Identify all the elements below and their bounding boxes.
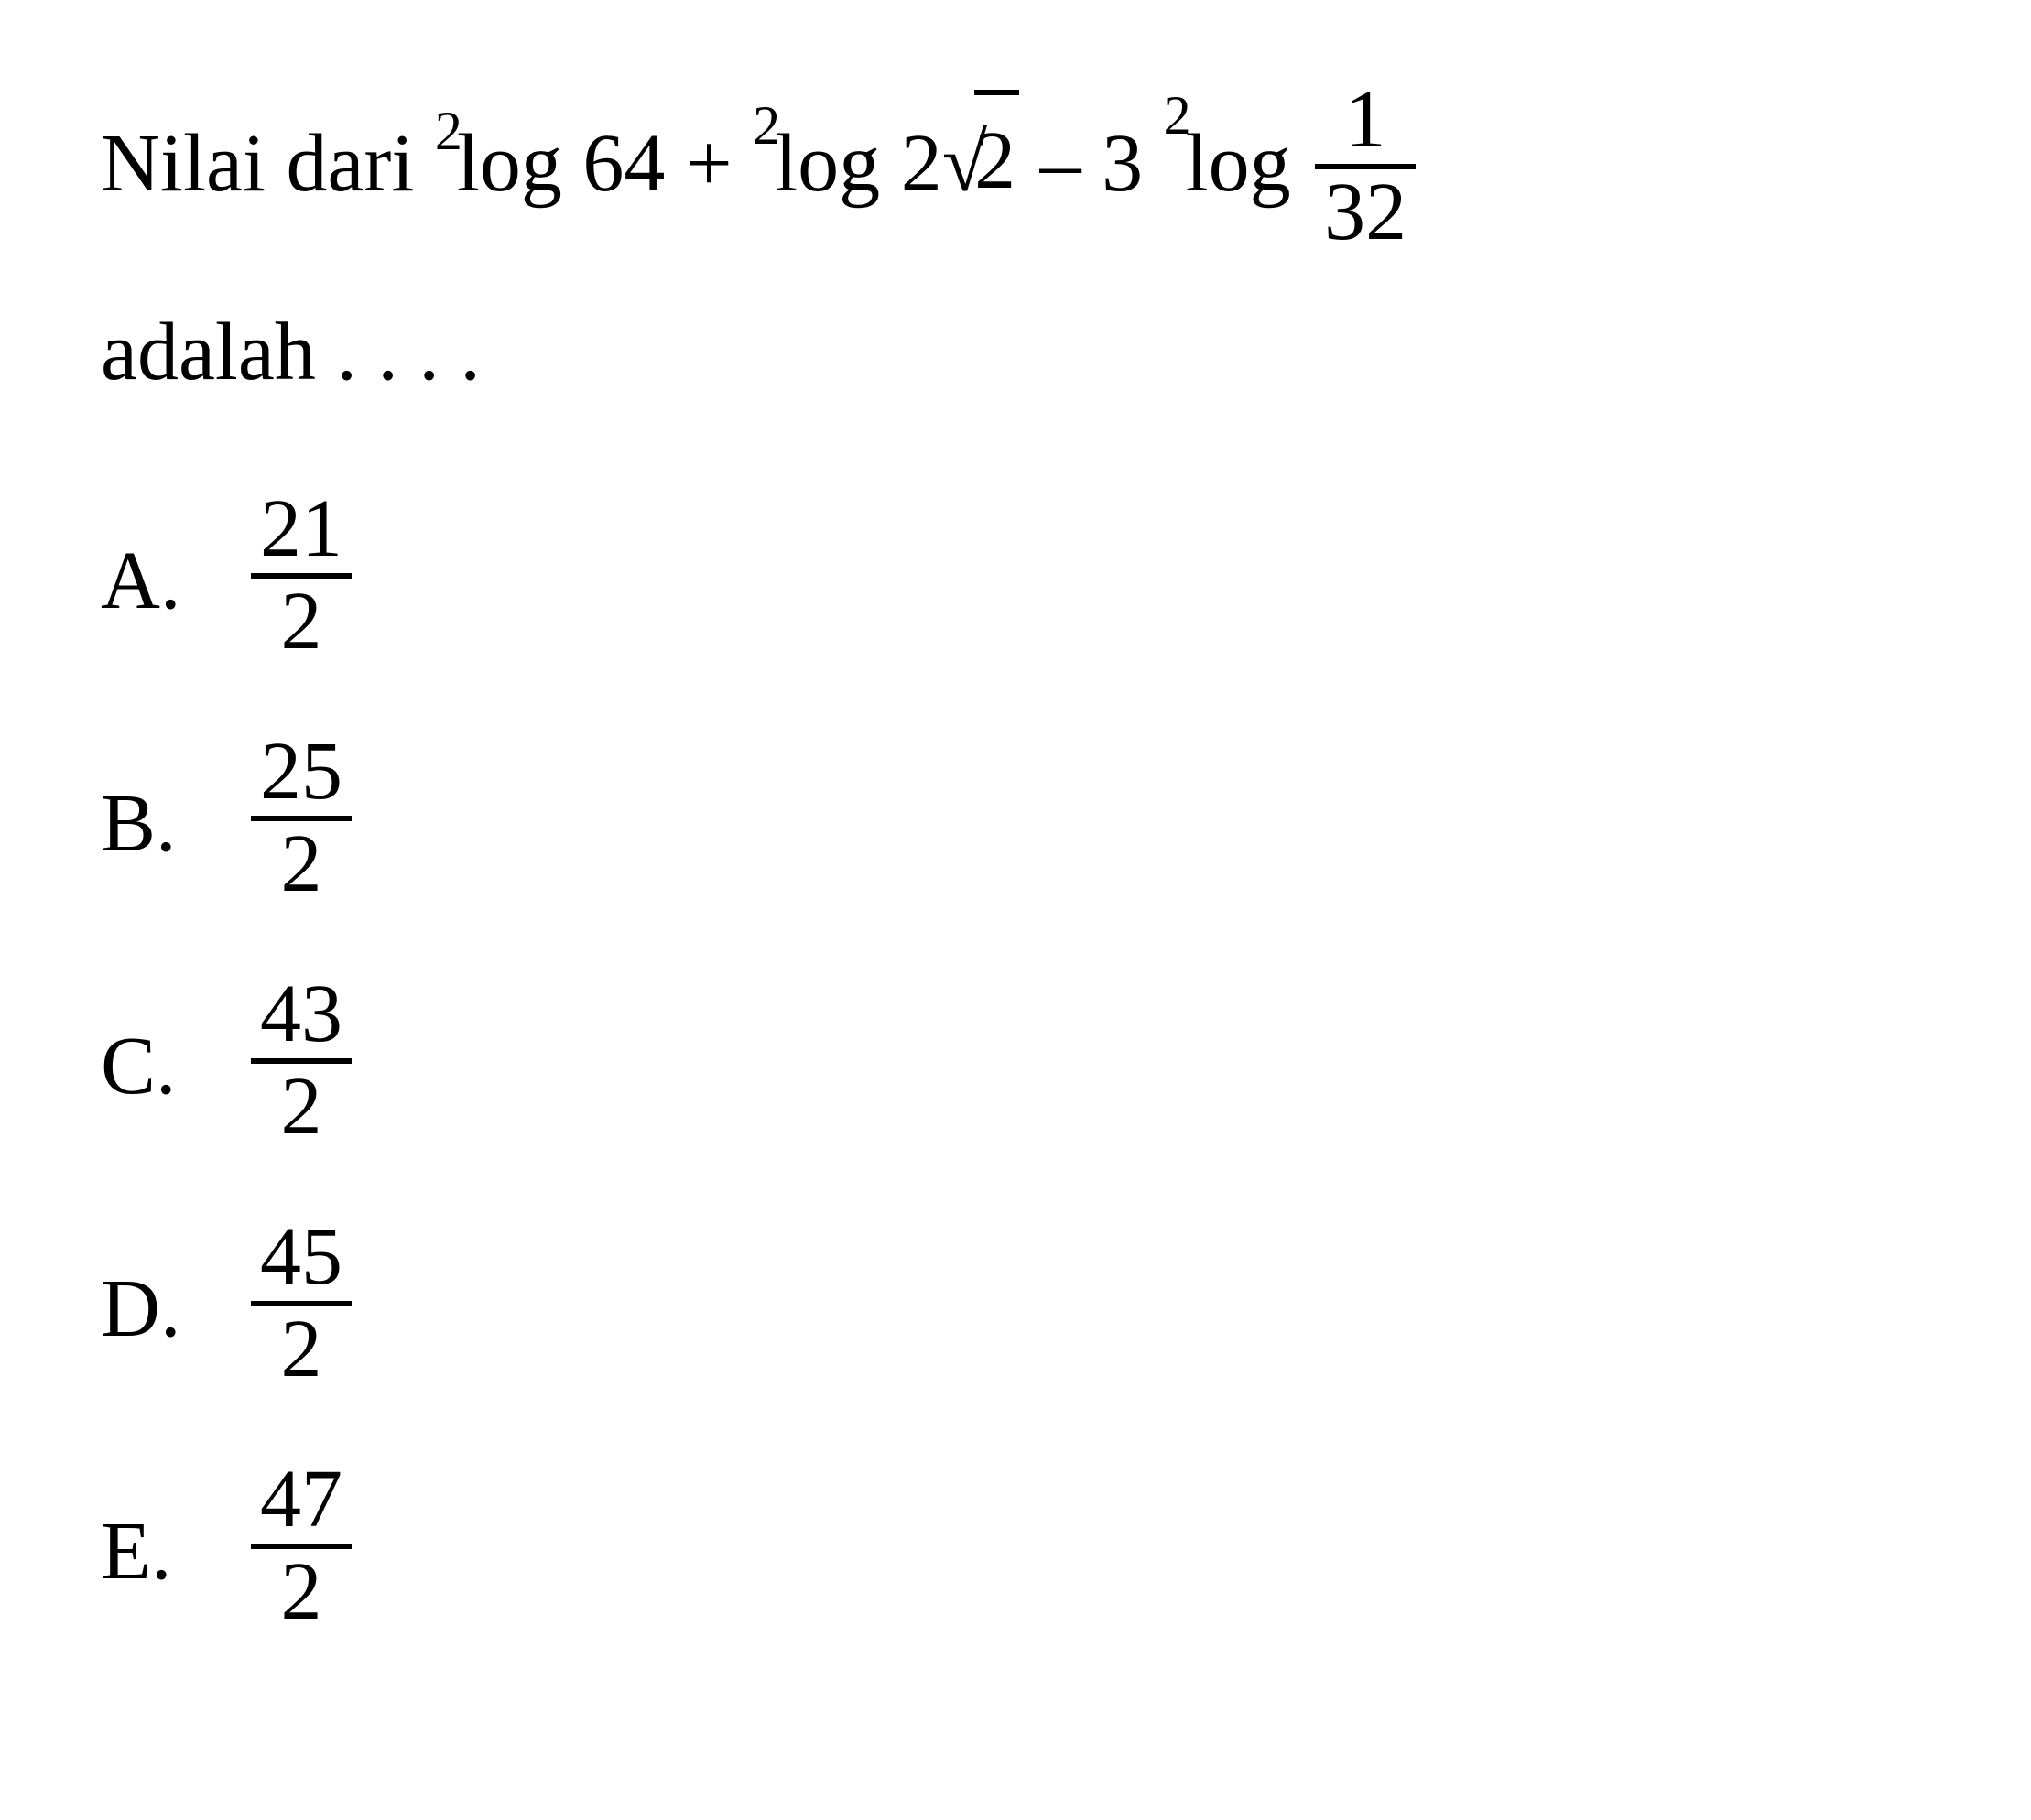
option-label: A. bbox=[101, 534, 247, 628]
option-label: D. bbox=[101, 1262, 247, 1356]
option-fraction: 25 2 bbox=[251, 729, 352, 907]
options-list: A. 21 2 B. 25 2 C. 43 2 D. 45 2 bbox=[101, 492, 1930, 1641]
page: Nilai dari 2log 64 + 2log 2√2 – 3 2log 1… bbox=[0, 0, 2031, 1820]
option-fraction: 45 2 bbox=[251, 1214, 352, 1392]
term-3: 2log 1 32 bbox=[1164, 82, 1420, 261]
log-arg: 64 bbox=[582, 118, 665, 209]
option-b: B. 25 2 bbox=[101, 734, 1930, 913]
fraction-den: 2 bbox=[251, 1064, 352, 1151]
fraction-num: 47 bbox=[251, 1457, 352, 1549]
plus-sign: + bbox=[686, 118, 753, 209]
log-base-sup: 2 bbox=[753, 95, 780, 156]
question-tail: adalah . . . . bbox=[101, 287, 1930, 418]
fraction-den: 2 bbox=[251, 1549, 352, 1636]
minus-sign: – 3 bbox=[1040, 118, 1164, 209]
fraction-den: 2 bbox=[251, 1306, 352, 1393]
option-d: D. 45 2 bbox=[101, 1219, 1930, 1398]
option-label: E. bbox=[101, 1504, 247, 1598]
log-func: log bbox=[775, 118, 880, 209]
option-e: E. 47 2 bbox=[101, 1462, 1930, 1641]
option-fraction: 47 2 bbox=[251, 1457, 352, 1635]
fraction-num: 45 bbox=[251, 1214, 352, 1306]
sqrt-arg: 2 bbox=[974, 90, 1019, 227]
fraction-den: 32 bbox=[1315, 169, 1416, 256]
option-fraction: 21 2 bbox=[251, 486, 352, 665]
option-a: A. 21 2 bbox=[101, 492, 1930, 670]
arg-whole: 2 bbox=[901, 118, 942, 209]
fraction-num: 1 bbox=[1315, 77, 1416, 169]
question-expression: Nilai dari 2log 64 + 2log 2√2 – 3 2log 1… bbox=[101, 82, 1419, 261]
log-base-sup: 2 bbox=[1164, 85, 1191, 146]
sqrt: √2 bbox=[942, 92, 1019, 230]
fraction-den: 2 bbox=[251, 821, 352, 908]
option-fraction: 43 2 bbox=[251, 971, 352, 1150]
option-label: C. bbox=[101, 1019, 247, 1113]
option-label: B. bbox=[101, 776, 247, 871]
option-c: C. 43 2 bbox=[101, 977, 1930, 1155]
log-func: log bbox=[1186, 118, 1291, 209]
log-base-sup: 2 bbox=[435, 101, 462, 161]
fraction-num: 21 bbox=[251, 486, 352, 579]
log-func: log bbox=[457, 118, 562, 209]
question-block: Nilai dari 2log 64 + 2log 2√2 – 3 2log 1… bbox=[101, 82, 1930, 418]
fraction: 1 32 bbox=[1315, 77, 1416, 255]
fraction-den: 2 bbox=[251, 579, 352, 666]
question-prefix: Nilai dari bbox=[101, 118, 435, 209]
term-1: 2log 64 bbox=[435, 98, 666, 230]
term-2: 2log 2√2 bbox=[753, 92, 1019, 230]
fraction-num: 43 bbox=[251, 971, 352, 1064]
fraction-num: 25 bbox=[251, 729, 352, 821]
